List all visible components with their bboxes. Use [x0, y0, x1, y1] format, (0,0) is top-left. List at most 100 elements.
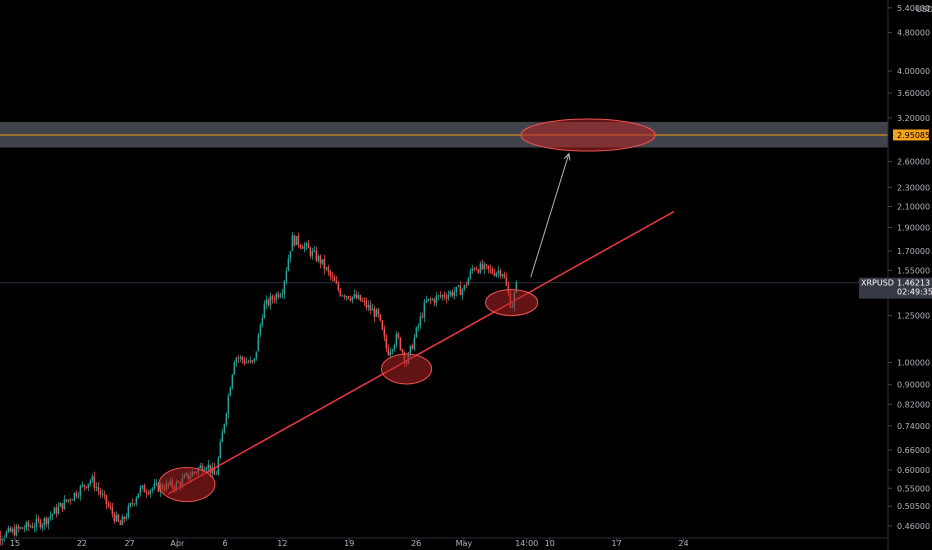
candle-body — [491, 269, 494, 274]
candle-body — [95, 487, 98, 488]
projection-arrow[interactable] — [530, 153, 570, 278]
price-tick-label: 3.20000 — [897, 114, 930, 123]
candle-body — [457, 285, 460, 287]
candle-body — [31, 526, 34, 528]
candle-body — [399, 337, 402, 350]
candle-body — [105, 495, 108, 505]
candle-body — [515, 282, 518, 293]
candle-body — [147, 493, 150, 494]
candle-body — [435, 296, 438, 303]
candle-body — [467, 278, 470, 286]
candle-body — [297, 235, 300, 245]
candle-body — [253, 358, 256, 362]
candle-body — [59, 503, 62, 507]
candle-body — [261, 318, 264, 326]
candle-body — [203, 469, 206, 472]
candle-body — [413, 337, 416, 349]
time-tick-label: Apr — [170, 539, 185, 548]
candle-body — [243, 360, 246, 364]
price-tick-label: 2.30000 — [897, 183, 930, 192]
candle-body — [443, 295, 446, 298]
candle-body — [305, 243, 308, 246]
candle-body — [115, 514, 118, 522]
symbol-label: XRPUSD — [861, 279, 894, 288]
candle-body — [455, 286, 458, 293]
highlight-ellipse[interactable] — [520, 118, 656, 152]
candle-body — [67, 499, 70, 502]
time-tick-label: 12 — [277, 539, 287, 548]
candle-body — [419, 316, 422, 326]
price-tick-label: 0.55000 — [897, 484, 930, 493]
time-tick-label: 17 — [612, 539, 622, 548]
candle-body — [37, 518, 40, 521]
candle-body — [299, 244, 302, 248]
candle-body — [55, 507, 58, 514]
candle-body — [7, 527, 10, 532]
highlight-ellipses[interactable] — [158, 118, 656, 502]
candle-body — [325, 267, 328, 270]
candle-body — [57, 506, 60, 514]
candle-body — [239, 357, 242, 359]
candle-body — [309, 248, 312, 256]
candle-body — [287, 258, 290, 271]
price-tick-label: 4.00000 — [897, 67, 930, 76]
price-axis-background — [888, 0, 932, 550]
candle-body — [357, 294, 360, 299]
candle-body — [451, 291, 454, 296]
candle-body — [333, 277, 336, 282]
highlight-ellipse[interactable] — [381, 353, 433, 385]
candle-body — [411, 345, 414, 349]
candle-body — [499, 270, 502, 276]
candle-body — [379, 314, 382, 321]
candle-body — [371, 308, 374, 311]
candle-body — [133, 503, 136, 505]
candle-body — [459, 285, 462, 296]
candle-body — [201, 465, 204, 472]
candle-body — [23, 528, 26, 530]
candle-body — [385, 336, 388, 349]
time-axis[interactable]: 15 22 27 Apr 6 12 19 26 May 14:00 10 17 24 — [10, 538, 689, 548]
candle-body — [353, 294, 356, 297]
candle-body — [277, 293, 280, 298]
candle-body — [293, 235, 296, 246]
highlight-ellipse[interactable] — [158, 466, 216, 502]
candle-body — [29, 526, 32, 528]
candle-body — [223, 424, 226, 433]
price-axis[interactable]: 5.40000 4.80000 4.00000 3.60000 3.20000 2.600… — [888, 4, 930, 531]
candle-body — [337, 283, 340, 290]
support-trendline[interactable] — [167, 210, 675, 495]
candle-body — [19, 527, 22, 529]
candle-body — [125, 516, 128, 520]
candle-body — [313, 250, 316, 252]
candle-body — [247, 361, 250, 363]
candle-body — [285, 270, 288, 282]
candle-body — [17, 526, 20, 529]
candle-body — [375, 309, 378, 317]
plot-background — [0, 0, 888, 538]
candle-body — [303, 245, 306, 249]
candle-body — [231, 374, 234, 388]
candle-body — [255, 351, 258, 359]
candle-body — [331, 276, 334, 278]
candle-body — [9, 527, 12, 532]
candle-body — [361, 300, 364, 302]
candle-body — [61, 503, 64, 510]
candle-body — [291, 235, 294, 252]
price-tick-label: 4.80000 — [897, 29, 930, 38]
candle-body — [155, 482, 158, 484]
highlight-ellipse[interactable] — [485, 289, 539, 317]
candle-body — [343, 295, 346, 298]
candle-body — [301, 247, 304, 249]
candle-body — [97, 487, 100, 491]
candle-body — [85, 486, 88, 488]
candle-body — [475, 269, 478, 271]
candle-body — [127, 506, 130, 517]
currency-label: USD — [916, 5, 932, 14]
candle-body — [199, 465, 202, 469]
candle-body — [73, 492, 76, 500]
candle-body — [11, 528, 14, 532]
candle-body — [265, 299, 268, 305]
candle-body — [463, 284, 466, 290]
candle-body — [501, 274, 504, 276]
